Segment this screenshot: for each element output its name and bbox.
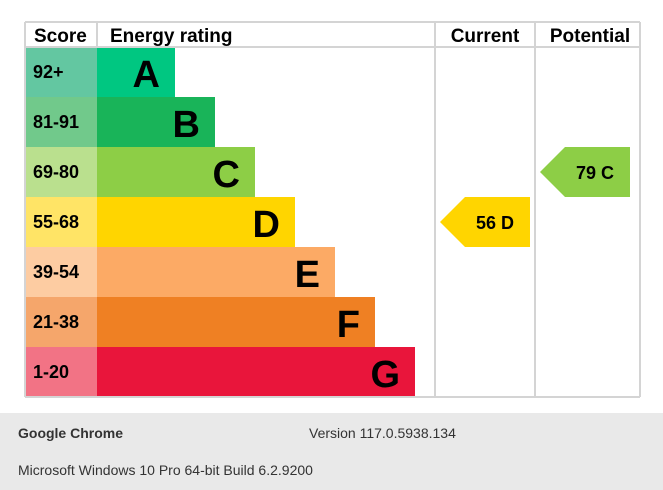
- current-arrow: [440, 197, 530, 247]
- rating-letter: E: [295, 254, 320, 296]
- potential-rating-label: 79 C: [576, 163, 614, 183]
- rating-bar-a: [97, 47, 175, 97]
- score-cell: [25, 247, 97, 297]
- rating-letter: G: [370, 354, 400, 396]
- footer: Google Chrome Version 117.0.5938.134 Mic…: [0, 413, 663, 490]
- rating-letter: F: [337, 304, 360, 346]
- rating-letter: C: [213, 154, 240, 196]
- score-cell: [25, 197, 97, 247]
- browser-version: Version 117.0.5938.134: [309, 425, 456, 441]
- rating-bar-b: [97, 97, 215, 147]
- rating-bar-f: [97, 297, 375, 347]
- score-cell: [25, 97, 97, 147]
- header-score: Score: [34, 26, 87, 47]
- score-cell: [25, 47, 97, 97]
- rating-letter: B: [173, 104, 200, 146]
- score-range-label: 69-80: [33, 162, 79, 182]
- header-potential: Potential: [550, 26, 630, 47]
- header-energy-rating: Energy rating: [110, 26, 232, 47]
- score-range-label: 81-91: [33, 112, 79, 132]
- browser-name: Google Chrome: [18, 425, 124, 441]
- rating-bar-e: [97, 247, 335, 297]
- os-info: Microsoft Windows 10 Pro 64-bit Build 6.…: [18, 462, 313, 478]
- rating-letter: D: [253, 204, 280, 246]
- score-cell: [25, 147, 97, 197]
- rating-letter: A: [133, 54, 160, 96]
- score-range-label: 55-68: [33, 212, 79, 232]
- rating-bar-g: [97, 347, 415, 397]
- energy-rating-chart: Score Energy rating Current Potential 92+ A 81…: [24, 21, 641, 398]
- score-cell: [25, 297, 97, 347]
- potential-arrow: [540, 147, 630, 197]
- current-rating-label: 56 D: [476, 213, 514, 233]
- score-cell: [25, 347, 97, 397]
- score-range-label: 92+: [33, 62, 64, 82]
- score-range-label: 21-38: [33, 312, 79, 332]
- rating-bar-d: [97, 197, 295, 247]
- score-range-label: 1-20: [33, 362, 69, 382]
- header-current: Current: [451, 26, 520, 47]
- rating-bar-c: [97, 147, 255, 197]
- score-range-label: 39-54: [33, 262, 79, 282]
